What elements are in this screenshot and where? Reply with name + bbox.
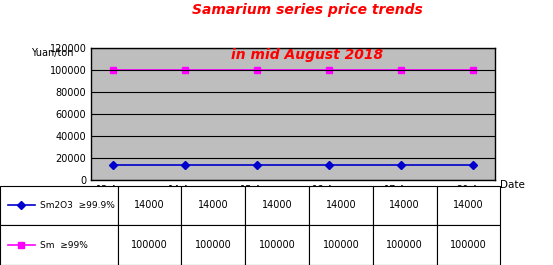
Bar	[0, 186, 118, 225]
Bar	[309, 225, 373, 265]
Bar	[181, 225, 245, 265]
Text: 100000: 100000	[450, 240, 487, 250]
Bar	[118, 225, 181, 265]
Bar	[373, 225, 437, 265]
Text: in mid August 2018: in mid August 2018	[231, 48, 383, 62]
Text: 14000: 14000	[389, 200, 420, 210]
Bar	[437, 225, 500, 265]
Bar	[118, 186, 181, 225]
Text: 14000: 14000	[326, 200, 356, 210]
Bar	[309, 186, 373, 225]
Text: Date: Date	[500, 180, 525, 190]
Text: Yuan/ton: Yuan/ton	[32, 48, 74, 58]
Bar	[373, 186, 437, 225]
Text: Samarium series price trends: Samarium series price trends	[191, 3, 422, 17]
Text: 14000: 14000	[262, 200, 293, 210]
Text: 100000: 100000	[131, 240, 168, 250]
Text: Sm2O3  ≥99.9%: Sm2O3 ≥99.9%	[40, 201, 115, 210]
Bar	[437, 186, 500, 225]
Bar	[181, 186, 245, 225]
Bar	[245, 186, 309, 225]
Bar	[245, 225, 309, 265]
Text: 100000: 100000	[195, 240, 232, 250]
Bar	[0, 225, 118, 265]
Text: Sm  ≥99%: Sm ≥99%	[40, 241, 88, 250]
Text: 100000: 100000	[259, 240, 295, 250]
Text: 14000: 14000	[198, 200, 228, 210]
Text: 14000: 14000	[134, 200, 165, 210]
Text: 100000: 100000	[387, 240, 423, 250]
Text: 14000: 14000	[453, 200, 484, 210]
Text: 100000: 100000	[322, 240, 359, 250]
